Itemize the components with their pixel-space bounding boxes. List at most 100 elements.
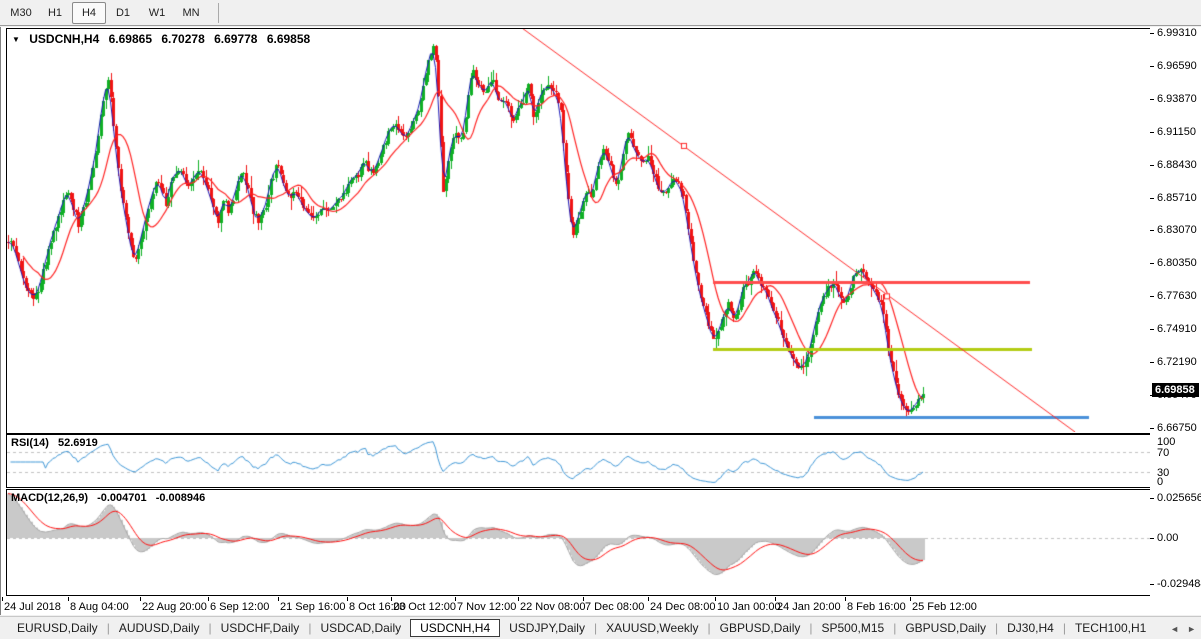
price-axis: 6.99310 6.96590 6.93870 6.91150 6.88430 6.857…	[1150, 27, 1201, 615]
tab-separator: |	[1062, 621, 1066, 635]
macd-axis-label: -0.029484	[1157, 578, 1201, 590]
chart-symbol: USDCNH,H4	[29, 32, 100, 46]
chart-tab-usdcnh-active[interactable]: USDCNH,H4	[410, 619, 501, 637]
tab-separator: |	[995, 621, 999, 635]
chart-tab-sp500[interactable]: SP500,M15	[821, 621, 885, 635]
date-axis-tick	[68, 597, 69, 601]
timeframe-button-m30[interactable]: M30	[10, 6, 32, 19]
price-axis-label: 6.72190	[1157, 356, 1197, 368]
price-axis-label: 6.96590	[1157, 60, 1197, 72]
date-axis-label: 10 Jan 00:00	[717, 601, 781, 613]
chart-tab-usdchf[interactable]: USDCHF,Daily	[220, 621, 300, 635]
date-axis-label: 8 Oct 16:00	[349, 601, 406, 613]
date-axis-label: 24 Jul 2018	[4, 601, 61, 613]
date-axis-label: 25 Feb 12:00	[912, 601, 977, 613]
rsi-axis-label: 0	[1157, 476, 1164, 488]
date-axis-label: 22 Nov 08:00	[520, 601, 586, 613]
date-axis-tick	[208, 597, 209, 601]
macd-value-main: -0.004701	[97, 492, 147, 504]
date-axis-tick	[347, 597, 348, 601]
chart-tab-eurusd[interactable]: EURUSD,Daily	[17, 621, 98, 635]
date-axis-tick	[140, 597, 141, 601]
price-axis-tick	[1150, 296, 1154, 297]
date-axis-tick	[518, 597, 519, 601]
macd-value-signal: -0.008946	[155, 492, 206, 504]
price-axis-tick	[1150, 230, 1154, 231]
tab-separator: |	[893, 621, 897, 635]
date-axis-tick	[910, 597, 911, 601]
tab-separator: |	[593, 621, 598, 635]
dropdown-triangle-icon[interactable]: ▼	[12, 35, 20, 44]
timeframe-button-d1[interactable]: D1	[115, 6, 131, 19]
date-axis-label: 24 Dec 08:00	[650, 601, 716, 613]
tab-separator: |	[308, 621, 312, 635]
chart-tab-usdcad[interactable]: USDCAD,Daily	[320, 621, 402, 635]
chart-tab-audusd[interactable]: AUDUSD,Daily	[118, 621, 200, 635]
macd-label: MACD(12,26,9) -0.004701 -0.008946	[11, 492, 211, 504]
chart-tab-gbpusd[interactable]: GBPUSD,Daily	[905, 621, 987, 635]
price-axis-tick	[1150, 263, 1154, 264]
ohlc-open: 6.69865	[108, 32, 153, 46]
macd-canvas[interactable]	[7, 490, 1150, 595]
date-axis-tick	[278, 597, 279, 601]
price-axis-tick	[1150, 329, 1154, 330]
timeframe-button-h1[interactable]: H1	[47, 6, 63, 19]
price-axis-label: 6.88430	[1157, 159, 1197, 171]
rsi-axis-label: 100	[1157, 436, 1176, 448]
tab-separator: |	[106, 621, 110, 635]
price-axis-label: 6.74910	[1157, 323, 1197, 335]
macd-axis-tick	[1150, 538, 1154, 539]
date-axis-tick	[583, 597, 584, 601]
ohlc-close: 6.69858	[266, 32, 311, 46]
main-chart-canvas[interactable]	[7, 29, 1150, 432]
date-axis-tick	[845, 597, 846, 601]
date-axis-tick	[775, 597, 776, 601]
chart-title: ▼ USDCNH,H4 6.69865 6.70278 6.69778 6.69…	[12, 32, 316, 46]
price-axis-tick	[1150, 33, 1154, 34]
rsi-canvas[interactable]	[7, 435, 1150, 487]
timeframe-button-w1[interactable]: W1	[148, 6, 166, 19]
price-axis-tick	[1150, 165, 1154, 166]
tabs-scroll-left-icon[interactable]: ◄	[1170, 623, 1180, 634]
ohlc-low: 6.69778	[214, 32, 258, 46]
date-axis-label: 21 Sep 16:00	[280, 601, 346, 613]
timeframe-toolbar: M30 H1 H4 D1 W1 MN	[0, 0, 1201, 26]
date-axis-label: 7 Nov 12:00	[457, 601, 517, 613]
chart-tab-usdjpy[interactable]: USDJPY,Daily	[509, 621, 585, 635]
price-axis-label: 6.93870	[1157, 93, 1197, 105]
date-axis: 24 Jul 2018 8 Aug 04:00 22 Aug 20:00 6 Sep …	[0, 597, 1150, 615]
price-axis-tick	[1150, 362, 1154, 363]
date-axis-label: 7 Dec 08:00	[585, 601, 645, 613]
macd-axis-label: 0.025656	[1157, 492, 1201, 504]
chart-tab-gbpusd[interactable]: GBPUSD,Daily	[719, 621, 801, 635]
rsi-axis-label: 70	[1157, 447, 1170, 459]
date-axis-label: 22 Aug 20:00	[142, 601, 207, 613]
date-axis-tick	[2, 597, 3, 601]
chart-tab-bar: EURUSD,Daily | AUDUSD,Daily | USDCHF,Daily | U…	[0, 616, 1201, 639]
chart-tab-dj30[interactable]: DJ30,H4	[1007, 621, 1054, 635]
price-axis-label: 6.91150	[1157, 126, 1196, 138]
current-price-tag: 6.69858	[1152, 383, 1199, 397]
price-axis-tick	[1150, 428, 1154, 429]
macd-name: MACD(12,26,9)	[11, 492, 89, 504]
chart-tab-tech100[interactable]: TECH100,H1	[1074, 621, 1147, 635]
price-axis-label: 6.77630	[1157, 290, 1197, 302]
tabs-scroll-right-icon[interactable]: ►	[1187, 623, 1196, 634]
price-axis-tick	[1150, 132, 1154, 133]
price-axis-label: 6.99310	[1157, 27, 1197, 39]
toolbar-separator	[218, 2, 219, 23]
chart-tab-xauusd[interactable]: XAUUSD,Weekly	[606, 621, 699, 635]
timeframe-button-mn[interactable]: MN	[182, 6, 200, 19]
price-axis-label: 6.66750	[1157, 422, 1197, 434]
price-axis-tick	[1150, 66, 1154, 67]
macd-axis-tick	[1150, 584, 1154, 585]
date-axis-tick	[715, 597, 716, 601]
ohlc-high: 6.70278	[161, 32, 205, 46]
timeframe-button-h4[interactable]: H4	[72, 1, 106, 24]
price-axis-label: 6.83070	[1157, 224, 1197, 236]
tab-separator: |	[707, 621, 711, 635]
macd-axis-label: 0.00	[1157, 532, 1179, 544]
price-axis-tick	[1150, 99, 1154, 100]
price-axis-tick	[1150, 198, 1154, 199]
